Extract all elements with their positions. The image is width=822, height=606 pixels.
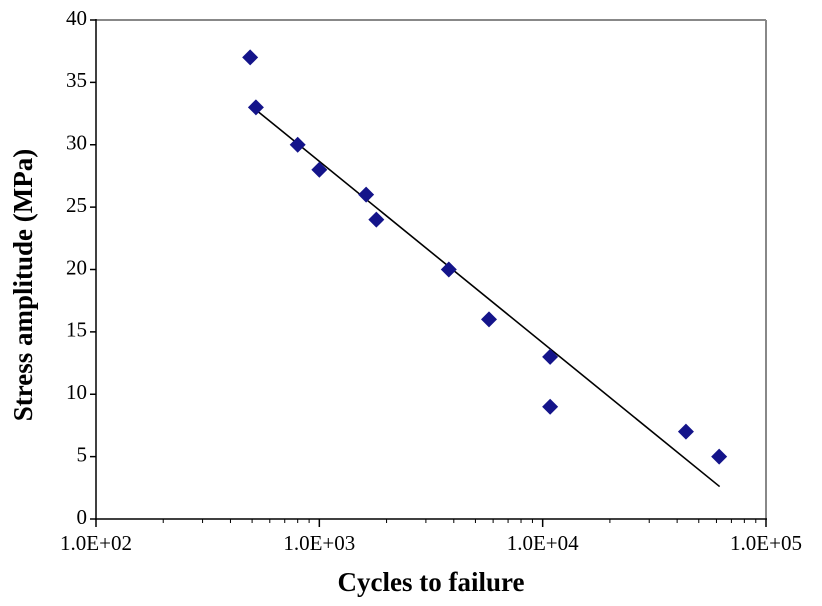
x-tick-label: 1.0E+02: [60, 531, 132, 555]
y-tick-label: 40: [66, 6, 87, 30]
y-tick-label: 15: [66, 318, 87, 342]
data-point: [289, 136, 306, 153]
data-point: [368, 211, 385, 228]
x-tick-label: 1.0E+04: [507, 531, 579, 555]
y-tick-label: 5: [77, 442, 88, 466]
x-axis-title: Cycles to failure: [338, 567, 525, 597]
fit-line: [255, 109, 721, 488]
data-point: [542, 348, 559, 365]
y-tick-label: 35: [66, 68, 87, 92]
y-tick-label: 25: [66, 193, 87, 217]
data-point: [358, 186, 375, 203]
y-tick-label: 0: [77, 505, 88, 529]
data-point: [480, 311, 497, 328]
data-point: [247, 99, 264, 116]
y-axis-title: Stress amplitude (MPa): [8, 149, 38, 421]
data-point: [242, 49, 259, 66]
y-tick-label: 30: [66, 131, 87, 155]
y-tick-label: 20: [66, 255, 87, 279]
y-tick-label: 10: [66, 380, 87, 404]
x-tick-label: 1.0E+05: [730, 531, 802, 555]
data-point: [711, 448, 728, 465]
data-point: [542, 398, 559, 415]
data-point: [677, 423, 694, 440]
data-point: [311, 161, 328, 178]
data-point: [440, 261, 457, 278]
x-tick-label: 1.0E+03: [283, 531, 355, 555]
